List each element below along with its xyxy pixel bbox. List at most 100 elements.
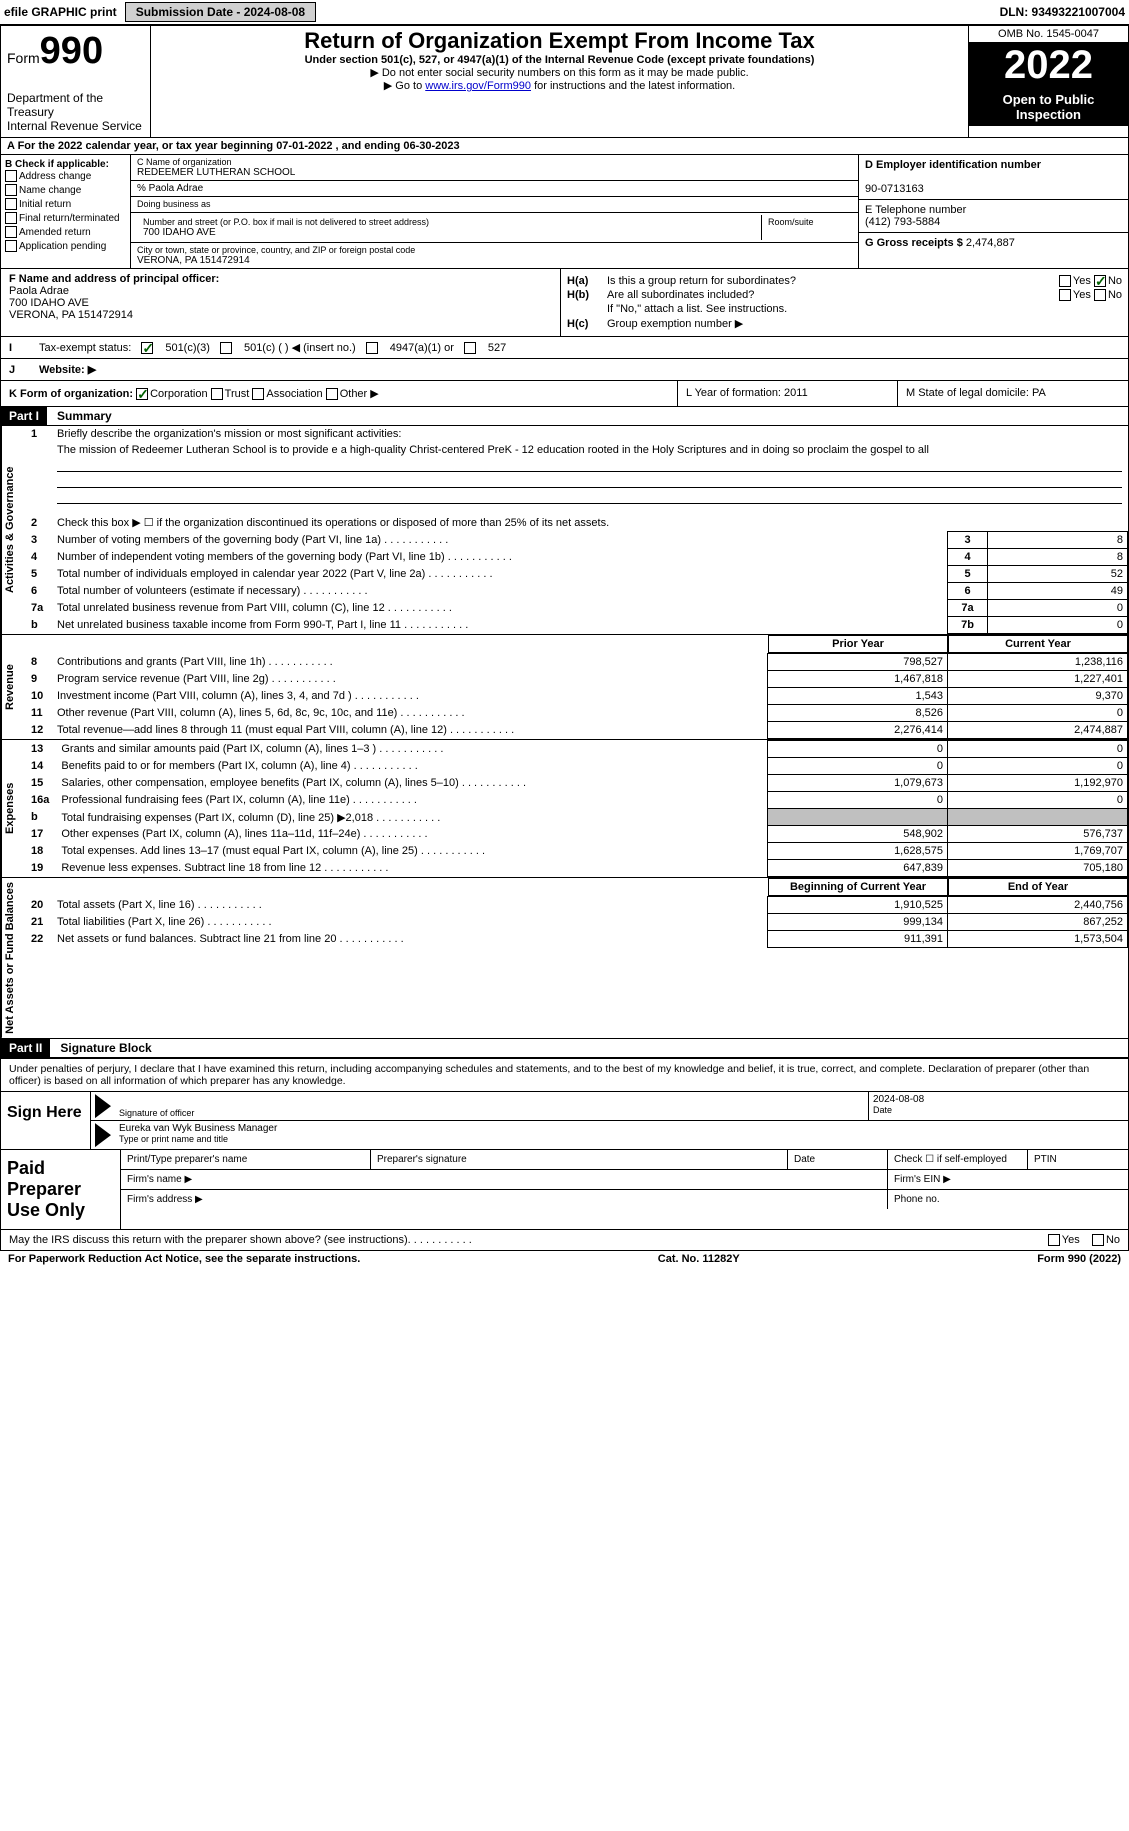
k-lbl: K Form of organization: xyxy=(9,388,133,400)
table-row: 4Number of independent voting members of… xyxy=(25,549,1128,566)
ha-lbl: H(a) xyxy=(567,275,607,287)
hb-text: Are all subordinates included? xyxy=(607,289,1059,301)
checkbox-icon[interactable] xyxy=(1059,275,1071,287)
checkbox-icon xyxy=(5,170,17,182)
col-c: C Name of organization REDEEMER LUTHERAN… xyxy=(131,155,858,268)
vtab-netassets: Net Assets or Fund Balances xyxy=(1,878,25,1038)
gross-cell: G Gross receipts $ 2,474,887 xyxy=(859,233,1128,253)
preparer-row-3: Firm's address ▶ Phone no. xyxy=(121,1190,1128,1209)
checkbox-icon[interactable] xyxy=(211,388,223,400)
addr-value: 700 IDAHO AVE xyxy=(143,227,755,238)
checkbox-icon[interactable] xyxy=(1094,275,1106,287)
sub3-pre: ▶ Go to xyxy=(384,80,425,92)
checkbox-icon[interactable] xyxy=(1059,289,1071,301)
part-1-title-text: Summary xyxy=(47,407,122,425)
table-row: 10Investment income (Part VIII, column (… xyxy=(25,688,1128,705)
signature-block: Under penalties of perjury, I declare th… xyxy=(0,1059,1129,1150)
dln-label: DLN: 93493221007004 xyxy=(1000,5,1125,19)
preparer-row-2: Firm's name ▶ Firm's EIN ▶ xyxy=(121,1170,1128,1190)
city-lbl: City or town, state or province, country… xyxy=(137,245,852,255)
prep-sig-lbl: Preparer's signature xyxy=(371,1150,788,1169)
ein-value: 90-0713163 xyxy=(865,183,924,195)
checkbox-icon[interactable] xyxy=(1048,1234,1060,1246)
officer-lbl: F Name and address of principal officer: xyxy=(9,273,219,285)
hc-lbl: H(c) xyxy=(567,318,607,330)
gross-value: 2,474,887 xyxy=(966,237,1015,249)
table-row: 11Other revenue (Part VIII, column (A), … xyxy=(25,705,1128,722)
col-d: D Employer identification number 90-0713… xyxy=(858,155,1128,268)
chk-app-pending[interactable]: Application pending xyxy=(5,240,126,254)
tax-year: 2022 xyxy=(969,43,1128,88)
checkbox-icon xyxy=(5,226,17,238)
part-2-hdr: Part II xyxy=(1,1039,50,1057)
cat-number: Cat. No. 11282Y xyxy=(658,1253,740,1265)
line-2: 2 Check this box ▶ ☐ if the organization… xyxy=(25,514,1128,531)
header-sub1: Under section 501(c), 527, or 4947(a)(1)… xyxy=(157,54,962,66)
sub3-post: for instructions and the latest informat… xyxy=(531,80,735,92)
sig-date-lbl: Date xyxy=(873,1105,1124,1115)
vtab-revenue: Revenue xyxy=(1,635,25,739)
year-header-revenue: Prior Year Current Year xyxy=(25,635,1128,653)
i-letter: I xyxy=(9,342,29,354)
irs-link[interactable]: www.irs.gov/Form990 xyxy=(425,80,531,92)
hc-text: Group exemption number ▶ xyxy=(607,317,1122,330)
checkbox-icon[interactable] xyxy=(220,342,232,354)
mission-underline xyxy=(57,458,1122,472)
tel-cell: E Telephone number (412) 793-5884 xyxy=(859,200,1128,233)
table-row: 13Grants and similar amounts paid (Part … xyxy=(25,741,1128,758)
form-word: Form xyxy=(7,50,40,66)
checkbox-icon[interactable] xyxy=(464,342,476,354)
section-bcd: B Check if applicable: Address change Na… xyxy=(0,155,1129,269)
current-year-hdr: Current Year xyxy=(948,635,1128,653)
paperwork-note: For Paperwork Reduction Act Notice, see … xyxy=(8,1253,360,1265)
ha-text: Is this a group return for subordinates? xyxy=(607,275,1059,287)
chk-name-change[interactable]: Name change xyxy=(5,184,126,198)
part-2: Part II Signature Block xyxy=(0,1039,1129,1059)
line-1-text: Briefly describe the organization's miss… xyxy=(57,428,1122,440)
table-row: bTotal fundraising expenses (Part IX, co… xyxy=(25,809,1128,826)
declaration-text: Under penalties of perjury, I declare th… xyxy=(1,1059,1128,1092)
row-i-tax-status: I Tax-exempt status: 501(c)(3) 501(c) ( … xyxy=(0,337,1129,359)
dots xyxy=(408,1234,472,1246)
checkbox-icon[interactable] xyxy=(252,388,264,400)
chk-address-change[interactable]: Address change xyxy=(5,170,126,184)
row-a-text: A For the 2022 calendar year, or tax yea… xyxy=(7,140,460,152)
sig-officer-lbl: Signature of officer xyxy=(119,1108,864,1118)
checkbox-icon[interactable] xyxy=(366,342,378,354)
room-lbl: Room/suite xyxy=(768,217,846,227)
firm-addr-lbl: Firm's address ▶ xyxy=(121,1190,888,1209)
prep-name-lbl: Print/Type preparer's name xyxy=(121,1150,371,1169)
checkbox-icon[interactable] xyxy=(136,388,148,400)
officer-addr2: VERONA, PA 151472914 xyxy=(9,309,133,321)
city-value: VERONA, PA 151472914 xyxy=(137,255,852,266)
mission-underline xyxy=(57,490,1122,504)
submission-date-button[interactable]: Submission Date - 2024-08-08 xyxy=(125,2,316,22)
table-row: 18Total expenses. Add lines 13–17 (must … xyxy=(25,843,1128,860)
hb-options: Yes No xyxy=(1059,289,1122,301)
line-2-text: Check this box ▶ ☐ if the organization d… xyxy=(57,516,1122,529)
irs-discuss-text: May the IRS discuss this return with the… xyxy=(9,1234,408,1246)
chk-initial-return[interactable]: Initial return xyxy=(5,198,126,212)
activities-gov-section: Activities & Governance 1 Briefly descri… xyxy=(1,426,1128,635)
checkbox-icon[interactable] xyxy=(141,342,153,354)
vtab-activities: Activities & Governance xyxy=(1,426,25,634)
sign-here-label: Sign Here xyxy=(1,1092,91,1149)
ein-lbl: D Employer identification number xyxy=(865,159,1041,171)
chk-final-return[interactable]: Final return/terminated xyxy=(5,212,126,226)
firm-name-lbl: Firm's name ▶ xyxy=(121,1170,888,1189)
checkbox-icon[interactable] xyxy=(1092,1234,1104,1246)
table-row: 22Net assets or fund balances. Subtract … xyxy=(25,931,1128,948)
col-h-group: H(a) Is this a group return for subordin… xyxy=(561,269,1128,336)
mission-underline xyxy=(57,474,1122,488)
table-row: 7aTotal unrelated business revenue from … xyxy=(25,600,1128,617)
checkbox-icon[interactable] xyxy=(326,388,338,400)
chk-amended[interactable]: Amended return xyxy=(5,226,126,240)
table-row: 15Salaries, other compensation, employee… xyxy=(25,775,1128,792)
section-fh: F Name and address of principal officer:… xyxy=(0,269,1129,337)
checkbox-icon[interactable] xyxy=(1094,289,1106,301)
governance-table: 3Number of voting members of the governi… xyxy=(25,531,1128,634)
opt-527: 527 xyxy=(488,342,506,354)
addr-lbl: Number and street (or P.O. box if mail i… xyxy=(143,217,755,227)
topbar: efile GRAPHIC print Submission Date - 20… xyxy=(0,0,1129,25)
table-row: 3Number of voting members of the governi… xyxy=(25,532,1128,549)
